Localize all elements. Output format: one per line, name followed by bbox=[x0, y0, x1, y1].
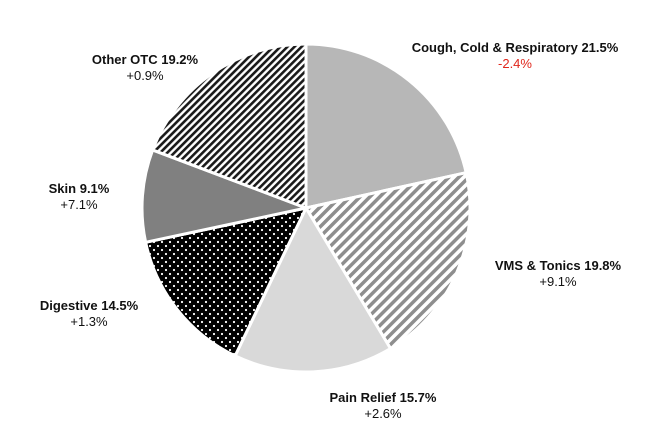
slice-label-other-otc: Other OTC 19.2% +0.9% bbox=[70, 52, 220, 84]
slice-label-pain-relief: Pain Relief 15.7% +2.6% bbox=[308, 390, 458, 422]
slice-name: Pain Relief 15.7% bbox=[329, 390, 437, 405]
pie-slice-digestive bbox=[144, 206, 308, 358]
slice-change: +2.6% bbox=[364, 406, 402, 421]
slice-name: VMS & Tonics 19.8% bbox=[494, 258, 622, 273]
pie-slice-skin bbox=[140, 148, 308, 244]
slice-name: Cough, Cold & Respiratory 21.5% bbox=[411, 40, 619, 55]
slice-change: +9.1% bbox=[539, 274, 577, 289]
slice-name: Digestive 14.5% bbox=[39, 298, 139, 313]
pie-slice-cough-cold-respiratory bbox=[304, 42, 468, 210]
slice-label-skin: Skin 9.1% +7.1% bbox=[24, 181, 134, 213]
pie-slices bbox=[140, 42, 472, 374]
pie-slice-pain-relief bbox=[233, 206, 393, 374]
slice-change: +1.3% bbox=[70, 314, 108, 329]
slice-label-vms-tonics: VMS & Tonics 19.8% +9.1% bbox=[478, 258, 638, 290]
slice-name: Other OTC 19.2% bbox=[91, 52, 199, 67]
slice-name: Skin 9.1% bbox=[48, 181, 110, 196]
slice-label-digestive: Digestive 14.5% +1.3% bbox=[24, 298, 154, 330]
pie-slice-other-otc bbox=[151, 42, 308, 210]
slice-label-cough-cold-respiratory: Cough, Cold & Respiratory 21.5% -2.4% bbox=[390, 40, 640, 72]
slice-change: +0.9% bbox=[126, 68, 164, 83]
slice-change: -2.4% bbox=[498, 56, 532, 71]
slice-change: +7.1% bbox=[60, 197, 98, 212]
pie-slice-vms-tonics bbox=[304, 171, 472, 351]
